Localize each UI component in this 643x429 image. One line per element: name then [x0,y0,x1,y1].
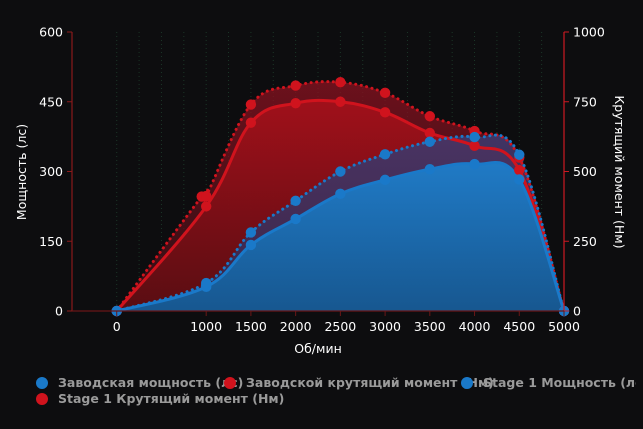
left-tick-label: 0 [55,304,63,319]
chart-legend: Заводская мощность (лс) Заводской крутящ… [36,375,636,409]
legend-item-stage1-power[interactable]: Stage 1 Мощность (лс) [461,375,636,390]
point-stock-torque [245,117,257,128]
point-stock-torque [335,96,346,107]
x-tick-label: 3500 [414,319,446,334]
left-tick-label: 600 [39,25,63,40]
line-stage1-torque [115,80,566,313]
x-tick-label: 4500 [503,319,535,334]
x-tick-label: 5000 [548,319,580,334]
axis-labels: Об/мин Мощность (лс) Крутящий момент (Нм… [14,95,627,356]
legend-marker-stage1-torque [36,392,48,405]
right-tick-label: 1000 [573,25,605,40]
series-points [111,77,570,317]
point-stage1-power [290,195,301,206]
legend-label-stage1-torque: Stage 1 Крутящий момент (Нм) [58,391,285,406]
right-tick-label: 0 [573,304,581,319]
point-stock-power [514,174,525,185]
point-stage1-torque [290,80,301,91]
point-stock-power [469,158,480,170]
legend-label-stage1-power: Stage 1 Мощность (лс) [483,375,636,390]
point-stock-torque [379,107,391,118]
line-stock-power [115,161,566,313]
point-stage1-power [200,277,212,289]
point-stock-torque [290,97,301,109]
left-tick-label: 300 [39,164,63,179]
left-tick-label: 150 [39,234,63,249]
legend-item-stock-power[interactable]: Заводская мощность (лс) [36,375,243,390]
point-stage1-torque [424,111,436,122]
point-stage1-torque [245,99,257,110]
x-tick-label: 3000 [369,319,401,334]
legend-marker-stock-torque [224,376,236,389]
axes: 0 150 300 450 600 0 250 500 750 1000 0 1000 1500 2000… [39,25,605,335]
x-axis-title: Об/мин [294,341,342,356]
legend-marker-stock-power [36,376,48,389]
x-tick-label: 0 [113,319,121,334]
left-y-axis-title: Мощность (лс) [14,124,29,220]
x-tick-label: 4000 [459,319,491,334]
point-stage1-power [379,149,391,160]
right-tick-label: 250 [573,234,597,249]
point-stock-torque [200,201,212,212]
point-stock-torque [469,140,480,152]
point-stage1-power [469,131,480,143]
legend-label-stock-torque: Заводской крутящий момент (Нм) [246,375,494,390]
right-y-axis-title: Крутящий момент (Нм) [612,95,627,248]
point-stage1-power [335,166,346,177]
point-stage1-torque [335,77,346,88]
point-stock-torque [514,164,525,176]
point-stock-torque [424,127,436,139]
legend-marker-stage1-power [461,376,473,389]
line-stock-torque [115,98,566,313]
x-tick-label: 1500 [235,319,267,334]
point-stage1-power [424,136,436,147]
point-stage1-power [514,149,525,160]
legend-item-stage1-torque[interactable]: Stage 1 Крутящий момент (Нм) [36,391,284,406]
left-tick-label: 450 [39,94,63,109]
right-tick-label: 750 [573,94,597,109]
series-areas [116,81,564,311]
x-tick-label: 1000 [190,319,222,334]
legend-item-stock-torque[interactable]: Заводской крутящий момент (Нм) [224,375,494,390]
point-stock-power [290,213,301,225]
legend-label-stock-power: Заводская мощность (лс) [58,375,244,390]
x-tick-label: 2500 [324,319,356,334]
x-tick-label: 2000 [280,319,312,334]
point-stock-power [335,188,346,200]
point-stock-power [379,174,391,186]
area-stock-power [116,162,564,311]
point-stock-power [424,163,436,175]
right-tick-label: 500 [573,164,597,179]
point-stock-power [245,239,257,251]
point-stage1-torque [200,190,212,202]
point-stage1-torque [379,87,391,99]
point-stage1-power [245,227,257,238]
